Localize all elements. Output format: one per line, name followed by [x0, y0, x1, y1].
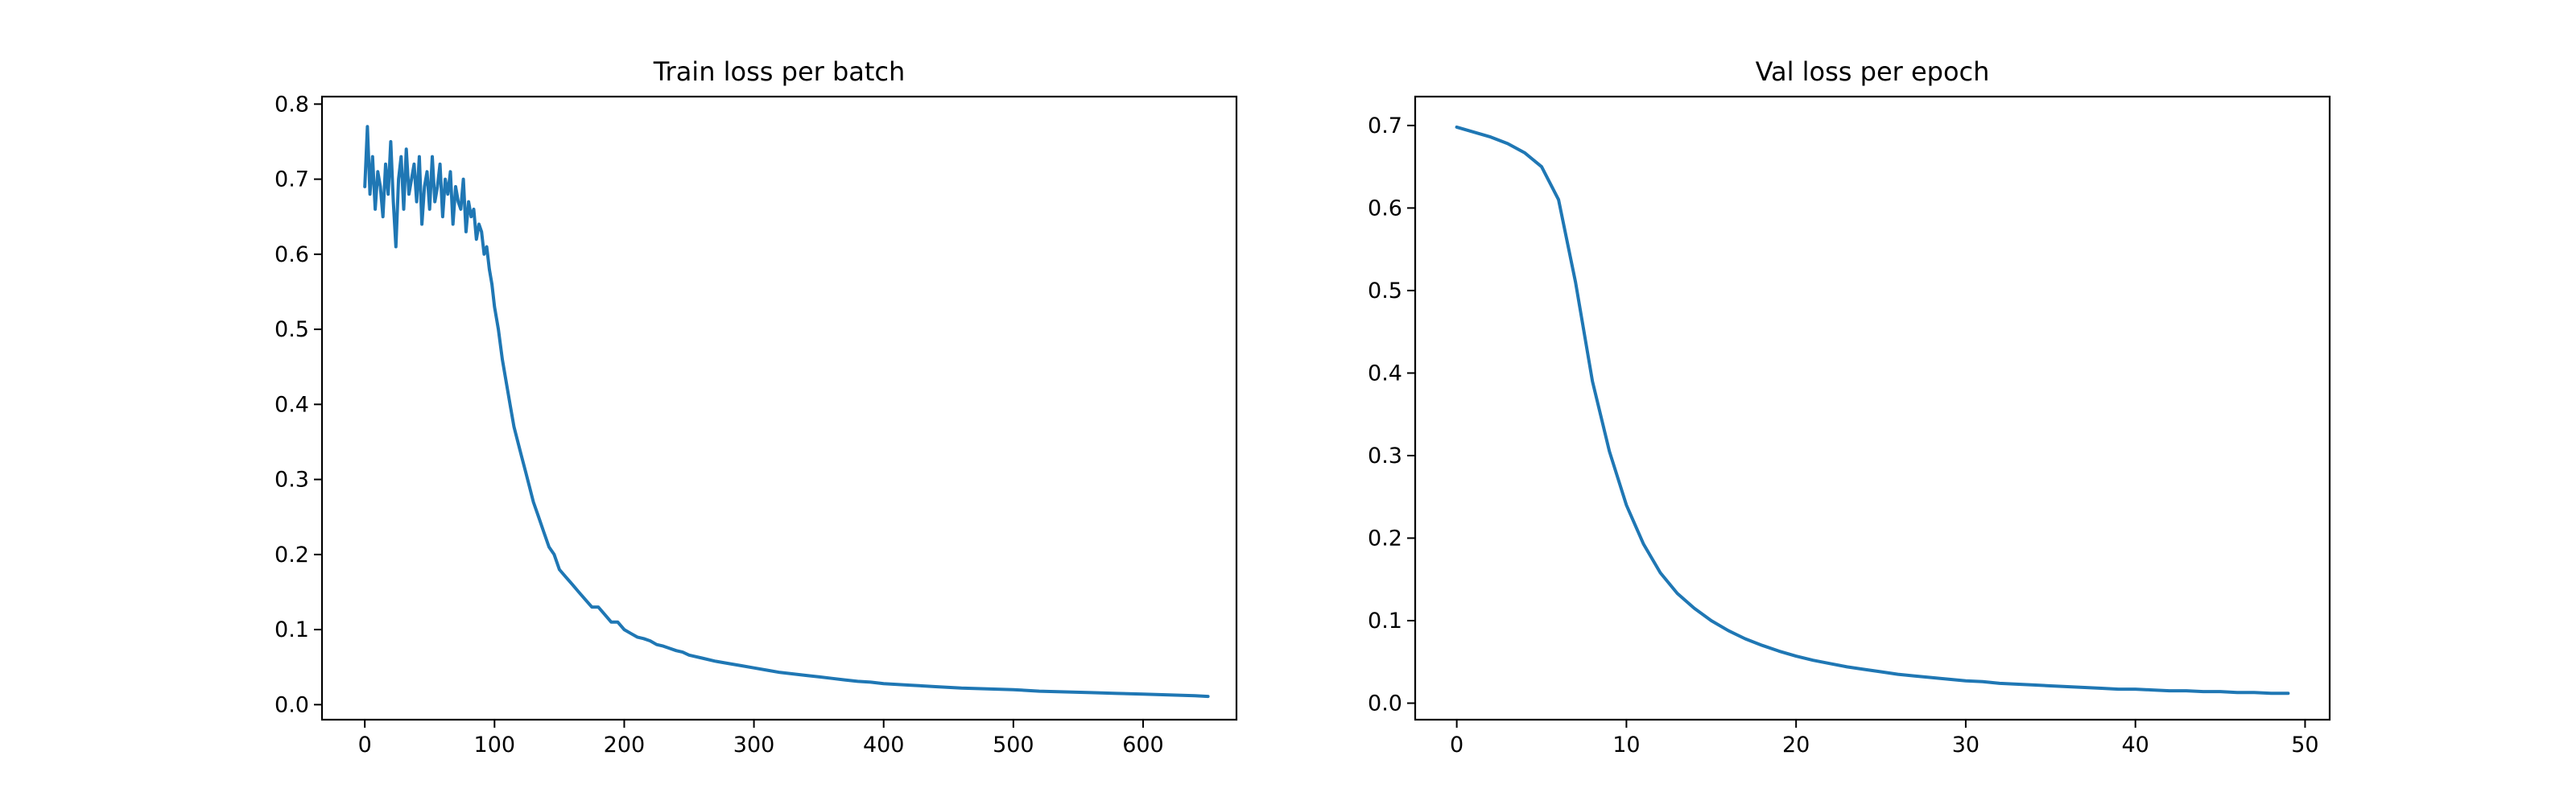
y-tick-label: 0.3 [275, 468, 309, 493]
x-tick-label: 200 [604, 733, 646, 758]
y-tick-label: 0.6 [1368, 196, 1402, 221]
y-tick-label: 0.1 [275, 617, 309, 642]
series-line [1455, 125, 2290, 696]
x-axis-ticks: 0 100 200 300 400 500 600 [358, 720, 1164, 758]
y-tick-label: 0.5 [1368, 279, 1402, 303]
x-tick-label: 40 [2121, 733, 2149, 758]
x-tick-label: 500 [993, 733, 1034, 758]
y-tick-label: 0.8 [275, 92, 309, 117]
x-tick-label: 300 [733, 733, 775, 758]
y-axis-ticks: 0.0 0.1 0.2 0.3 0.4 0.5 0.6 0.7 0.8 [275, 92, 322, 717]
axes-frame [1414, 95, 2331, 721]
train-loss-chart: Train loss per batch 0 100 200 300 400 500 600… [275, 56, 1238, 758]
y-tick-label: 0.2 [1368, 526, 1402, 551]
x-tick-label: 0 [1450, 733, 1463, 758]
y-tick-label: 0.1 [1368, 609, 1402, 634]
chart-title: Train loss per batch [653, 56, 906, 87]
x-tick-label: 20 [1782, 733, 1810, 758]
y-tick-label: 0.7 [1368, 114, 1402, 138]
y-tick-label: 0.7 [275, 167, 309, 192]
x-tick-label: 400 [863, 733, 905, 758]
x-tick-label: 50 [2291, 733, 2318, 758]
x-tick-label: 30 [1952, 733, 1979, 758]
plot-area [363, 125, 1210, 699]
x-tick-label: 10 [1612, 733, 1640, 758]
x-tick-label: 100 [474, 733, 516, 758]
axes-frame [320, 95, 1238, 721]
y-tick-label: 0.2 [275, 543, 309, 568]
y-axis-ticks: 0.0 0.1 0.2 0.3 0.4 0.5 0.6 0.7 [1368, 114, 1415, 716]
y-tick-label: 0.6 [275, 242, 309, 267]
plot-area [1455, 125, 2290, 696]
x-tick-label: 0 [358, 733, 372, 758]
chart-title: Val loss per epoch [1756, 56, 1990, 87]
y-tick-label: 0.4 [275, 392, 309, 417]
x-tick-label: 600 [1122, 733, 1164, 758]
y-tick-label: 0.5 [275, 317, 309, 342]
series-line [363, 125, 1210, 699]
y-tick-label: 0.0 [1368, 691, 1402, 716]
y-tick-label: 0.4 [1368, 361, 1402, 386]
y-tick-label: 0.0 [275, 692, 309, 717]
x-axis-ticks: 0 10 20 30 40 50 [1450, 720, 2319, 758]
y-tick-label: 0.3 [1368, 444, 1402, 469]
val-loss-chart: Val loss per epoch 0 10 20 30 40 50 0.0 0.1 0.2… [1368, 56, 2331, 758]
